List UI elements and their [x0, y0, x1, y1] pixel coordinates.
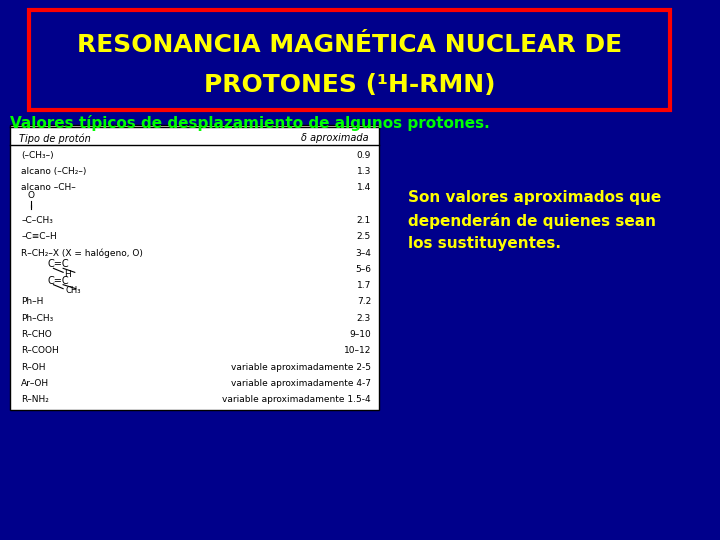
Text: Son valores aproximados que
dependerán de quienes sean
los sustituyentes.: Son valores aproximados que dependerán d…: [408, 190, 661, 251]
Text: alcano –CH–: alcano –CH–: [22, 183, 76, 192]
Text: 5–6: 5–6: [355, 265, 371, 274]
Text: R–COOH: R–COOH: [22, 346, 59, 355]
Text: R–CHO: R–CHO: [22, 330, 52, 339]
FancyBboxPatch shape: [9, 125, 379, 410]
Text: R–OH: R–OH: [22, 363, 46, 372]
Text: 9–10: 9–10: [349, 330, 371, 339]
Text: 2.3: 2.3: [356, 314, 371, 323]
Text: 10–12: 10–12: [343, 346, 371, 355]
Text: variable aproximadamente 2-5: variable aproximadamente 2-5: [231, 363, 371, 372]
Text: –C≡C–H: –C≡C–H: [22, 232, 57, 241]
Text: Ph–CH₃: Ph–CH₃: [22, 314, 53, 323]
Text: 1.7: 1.7: [356, 281, 371, 290]
Text: Ph–H: Ph–H: [22, 298, 44, 307]
Text: 1.4: 1.4: [356, 183, 371, 192]
Text: Valores típicos de desplazamiento de algunos protones.: Valores típicos de desplazamiento de alg…: [9, 115, 490, 131]
Text: alcano (–CH₂–): alcano (–CH₂–): [22, 167, 86, 176]
Text: (–CH₃–): (–CH₃–): [22, 151, 54, 160]
Text: Tipo de protón: Tipo de protón: [19, 133, 91, 144]
Text: C=C: C=C: [48, 275, 69, 286]
Text: PROTONES (¹H-RMN): PROTONES (¹H-RMN): [204, 73, 495, 97]
Text: 1.3: 1.3: [356, 167, 371, 176]
Text: Ar–OH: Ar–OH: [22, 379, 50, 388]
Text: 0.9: 0.9: [356, 151, 371, 160]
Text: variable aproximadamente 4-7: variable aproximadamente 4-7: [231, 379, 371, 388]
Text: H: H: [65, 270, 71, 279]
Text: 2.1: 2.1: [356, 216, 371, 225]
Text: 2.5: 2.5: [356, 232, 371, 241]
Text: O: O: [27, 192, 35, 200]
Text: C=C: C=C: [48, 259, 69, 269]
Text: 7.2: 7.2: [356, 298, 371, 307]
Text: δ aproximada: δ aproximada: [302, 133, 369, 143]
Text: R–NH₂: R–NH₂: [22, 395, 49, 404]
Text: R–CH₂–X (X = halógeno, O): R–CH₂–X (X = halógeno, O): [22, 248, 143, 258]
Text: CH₃: CH₃: [65, 286, 81, 295]
FancyBboxPatch shape: [29, 10, 670, 110]
Text: RESONANCIA MAGNÉTICA NUCLEAR DE: RESONANCIA MAGNÉTICA NUCLEAR DE: [77, 33, 622, 57]
Text: variable aproximadamente 1.5-4: variable aproximadamente 1.5-4: [222, 395, 371, 404]
Text: 3–4: 3–4: [355, 248, 371, 258]
Text: –C–CH₃: –C–CH₃: [22, 216, 53, 225]
